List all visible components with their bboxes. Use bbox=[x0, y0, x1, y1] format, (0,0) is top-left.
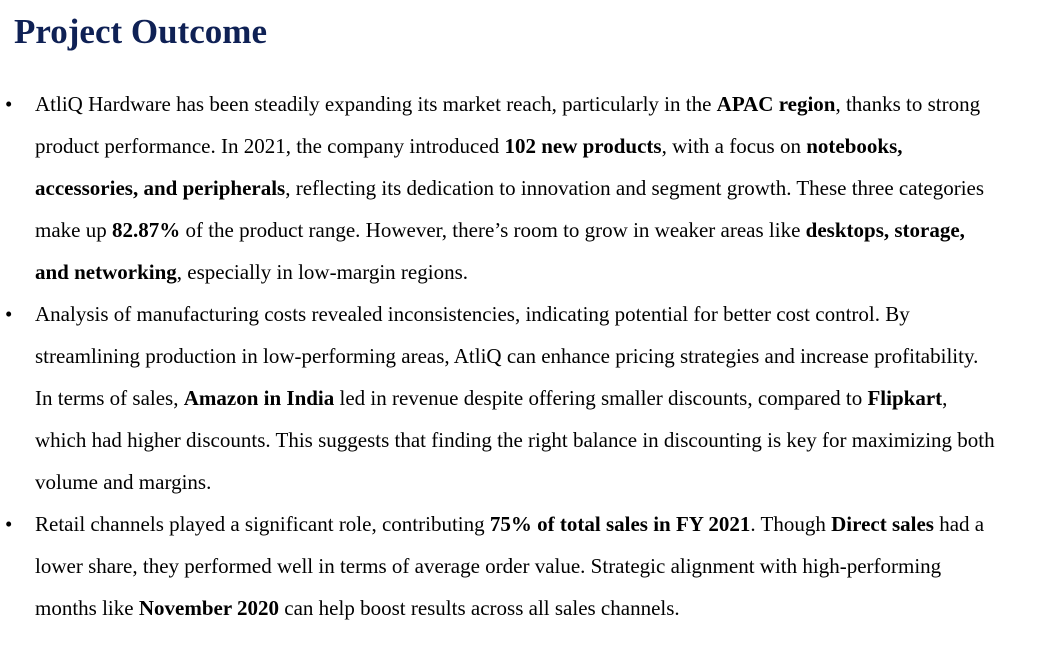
bullet-paragraph: Retail channels played a significant rol… bbox=[35, 512, 984, 620]
body-text: , which had higher discounts. This sugge… bbox=[35, 386, 995, 494]
emphasis-text: November 2020 bbox=[138, 596, 280, 620]
body-text: , reflecting its dedication to innovatio… bbox=[35, 176, 985, 242]
bullet-item: • Analysis of manufacturing costs reveale… bbox=[0, 293, 996, 503]
emphasis-text: Flipkart bbox=[867, 386, 943, 410]
emphasis-text: 82.87% bbox=[111, 218, 181, 242]
body-text: Retail channels played a significant rol… bbox=[35, 512, 490, 536]
emphasis-text: notebooks, accessories, and peripherals bbox=[35, 134, 903, 200]
emphasis-text: 102 new products bbox=[504, 134, 662, 158]
bullet-item: • Retail channels played a significant ro… bbox=[0, 503, 996, 629]
emphasis-text: desktops, storage, and networking bbox=[35, 218, 965, 284]
bullet-paragraph: Analysis of manufacturing costs revealed… bbox=[35, 302, 995, 494]
emphasis-text: Direct sales bbox=[831, 512, 934, 536]
body-text: AtliQ Hardware has been steadily expandi… bbox=[35, 92, 717, 116]
body-text: led in revenue despite offering smaller … bbox=[334, 386, 868, 410]
outcome-bullet-list: • AtliQ Hardware has been steadily expand… bbox=[0, 83, 1041, 629]
body-text: , with a focus on bbox=[661, 134, 807, 158]
emphasis-text: Amazon in India bbox=[183, 386, 335, 410]
emphasis-text: APAC region bbox=[716, 92, 836, 116]
body-text: , thanks to strong product performance. … bbox=[35, 92, 981, 158]
body-text: can help boost results across all sales … bbox=[279, 596, 680, 620]
bullet-item: • AtliQ Hardware has been steadily expand… bbox=[0, 83, 996, 293]
body-text: . Though bbox=[750, 512, 832, 536]
emphasis-text: 75% of total sales in FY 2021 bbox=[489, 512, 751, 536]
body-text: , especially in low-margin regions. bbox=[176, 260, 468, 284]
page-title: Project Outcome bbox=[14, 12, 267, 51]
bullet-paragraph: AtliQ Hardware has been steadily expandi… bbox=[35, 92, 984, 284]
bullet-marker: • bbox=[5, 512, 13, 536]
body-text: had a lower share, they performed well i… bbox=[35, 512, 985, 620]
body-text: Analysis of manufacturing costs revealed… bbox=[35, 302, 979, 410]
bullet-marker: • bbox=[5, 92, 13, 116]
body-text: of the product range. However, there’s r… bbox=[180, 218, 806, 242]
bullet-marker: • bbox=[5, 302, 13, 326]
